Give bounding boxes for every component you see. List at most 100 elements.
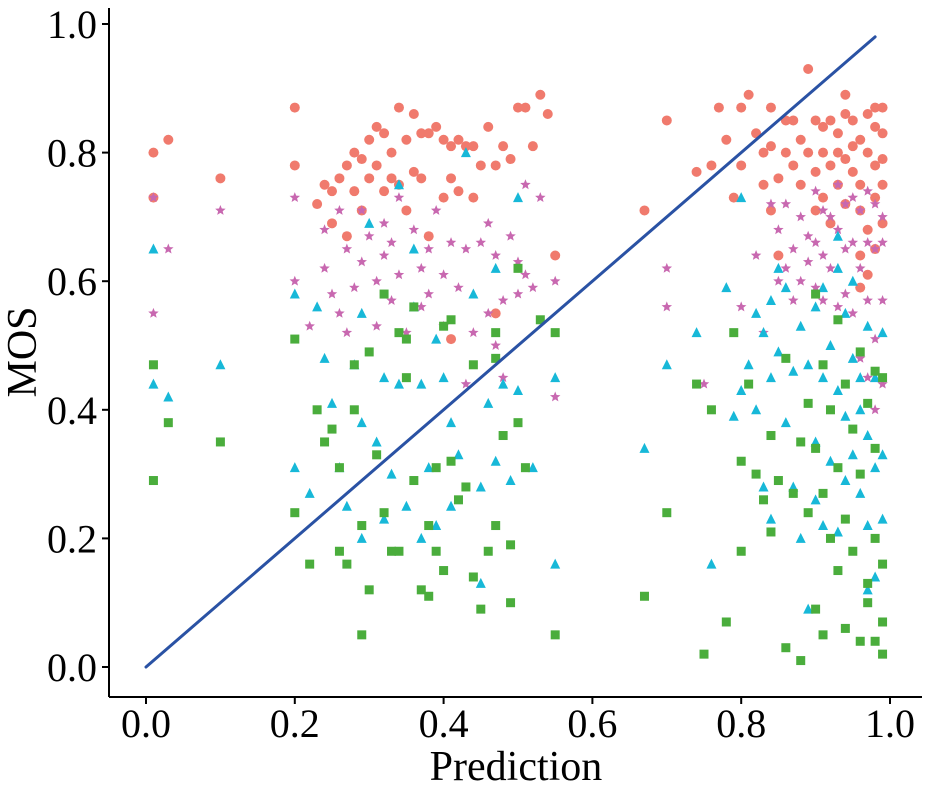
- square-point: [513, 263, 523, 273]
- triangle-point: [765, 513, 776, 524]
- star-point: [334, 307, 345, 318]
- circle-point: [862, 109, 873, 120]
- circle-point: [877, 154, 888, 165]
- axes: [108, 8, 922, 698]
- triangle-point: [475, 481, 486, 492]
- circle-point: [877, 218, 888, 229]
- square-point: [334, 546, 344, 556]
- circle-point: [795, 179, 806, 190]
- triangle-point: [401, 500, 412, 511]
- circle-point: [386, 147, 397, 158]
- circle-point: [446, 173, 457, 184]
- star-point: [319, 224, 330, 235]
- circle-point: [721, 134, 732, 145]
- star-point: [356, 256, 367, 267]
- triangle-point: [862, 584, 873, 595]
- circle-point: [334, 173, 345, 184]
- square-point: [394, 546, 404, 556]
- circle-point: [401, 134, 412, 145]
- star-point: [497, 294, 509, 305]
- triangle-point: [304, 487, 315, 498]
- star-point: [378, 249, 390, 260]
- star-point: [855, 352, 866, 363]
- triangle-point: [550, 372, 561, 383]
- star-point: [483, 217, 494, 228]
- square-point: [491, 328, 501, 338]
- triangle-point: [773, 346, 784, 357]
- square-point: [349, 360, 359, 370]
- square-point: [483, 546, 493, 556]
- square-point: [833, 463, 843, 473]
- square-point: [334, 463, 344, 473]
- star-point: [505, 230, 516, 241]
- triangle-point: [453, 449, 464, 460]
- triangle-point: [855, 404, 866, 415]
- circle-point: [148, 147, 159, 158]
- triangle-point: [795, 532, 806, 543]
- star-point: [832, 224, 844, 235]
- series-circle: [148, 64, 888, 345]
- circle-point: [356, 154, 367, 165]
- square-point: [662, 508, 672, 518]
- star-point: [512, 288, 524, 299]
- square-point: [491, 521, 501, 531]
- circle-point: [490, 160, 501, 171]
- triangle-point: [788, 365, 799, 376]
- square-point: [848, 546, 858, 556]
- circle-point: [327, 186, 337, 197]
- triangle-point: [356, 532, 367, 543]
- triangle-point: [327, 397, 337, 408]
- circle-point: [401, 205, 412, 216]
- star-point: [490, 340, 501, 350]
- triangle-point: [877, 327, 888, 338]
- square-point: [439, 321, 449, 331]
- square-point: [870, 533, 880, 543]
- star-point: [445, 237, 457, 248]
- star-point: [475, 237, 487, 248]
- square-point: [290, 508, 300, 518]
- star-point: [869, 243, 881, 254]
- circle-point: [468, 192, 479, 203]
- reference-line: [144, 35, 877, 669]
- circle-point: [468, 141, 479, 152]
- circle-point: [810, 205, 821, 216]
- star-point: [773, 224, 784, 235]
- circle-point: [758, 179, 769, 190]
- square-point: [520, 463, 530, 473]
- circle-point: [818, 147, 829, 158]
- star-point: [735, 301, 747, 312]
- circle-point: [349, 147, 360, 158]
- star-point: [862, 185, 873, 196]
- star-point: [408, 224, 420, 235]
- star-point: [163, 243, 174, 254]
- square-point: [803, 508, 813, 518]
- circle-point: [788, 115, 799, 126]
- square-point: [439, 566, 449, 576]
- triangle-point: [862, 520, 873, 531]
- circle-point: [736, 102, 747, 113]
- triangle-point: [446, 417, 457, 428]
- circle-point: [364, 134, 375, 145]
- y-tick-label: 0.0: [47, 645, 97, 690]
- square-point: [855, 469, 865, 479]
- triangle-point: [803, 359, 814, 370]
- square-point: [312, 405, 322, 415]
- triangle-point: [163, 391, 174, 402]
- star-point: [795, 211, 806, 222]
- triangle-point: [639, 442, 650, 453]
- star-point: [393, 192, 405, 203]
- square-point: [878, 559, 888, 569]
- triangle-point: [840, 475, 851, 486]
- triangle-point: [832, 526, 843, 537]
- star-point: [802, 230, 814, 241]
- star-point: [460, 243, 472, 254]
- triangle-point: [431, 520, 442, 531]
- star-point: [416, 262, 427, 273]
- square-point: [840, 514, 850, 524]
- square-point: [446, 456, 456, 466]
- triangle-point: [758, 481, 769, 492]
- triangle-point: [721, 282, 732, 293]
- star-point: [460, 378, 472, 389]
- x-tick-label: 0.0: [121, 701, 171, 746]
- circle-point: [847, 115, 858, 126]
